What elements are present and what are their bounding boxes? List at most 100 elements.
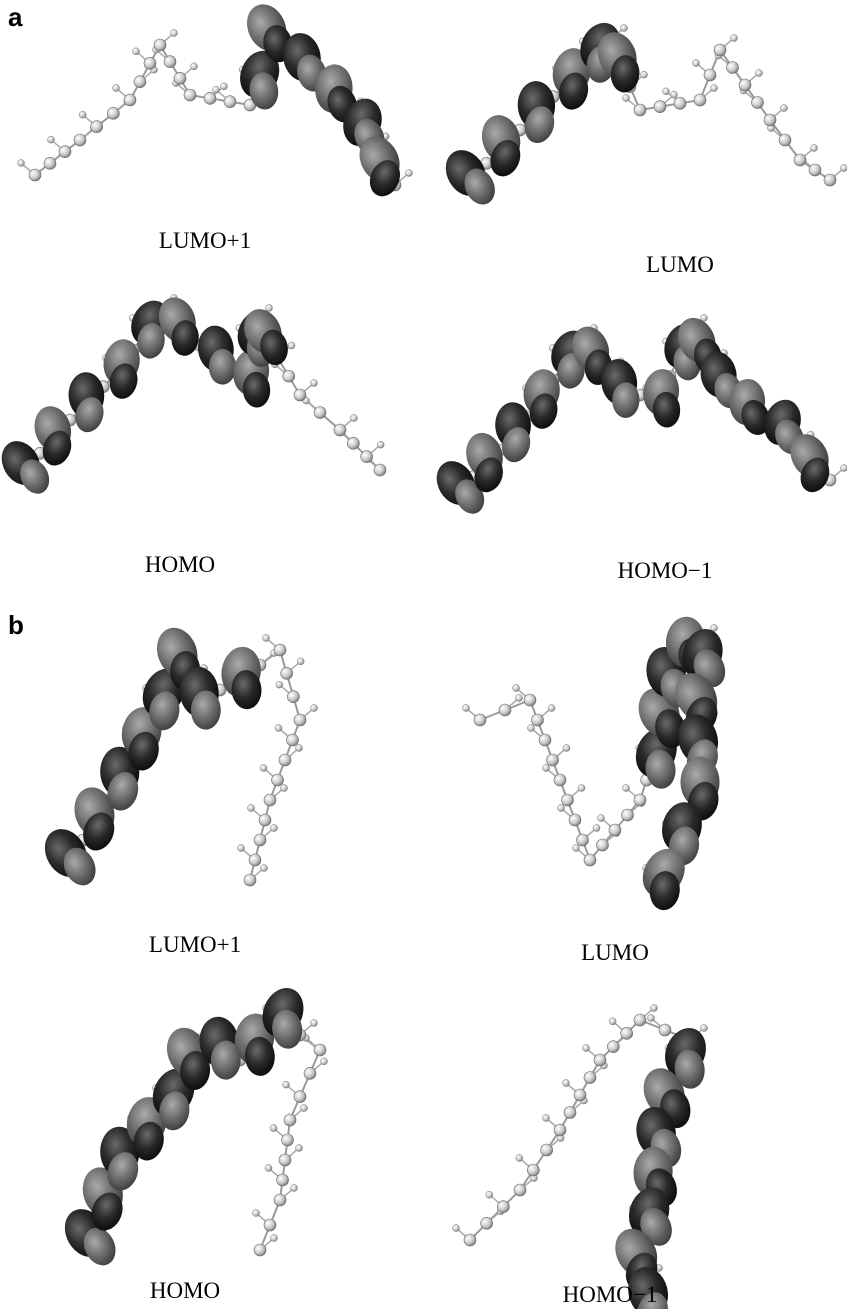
atom: [474, 714, 486, 726]
atom: [609, 824, 621, 836]
hydrogen: [271, 1235, 278, 1242]
atom: [281, 667, 293, 679]
orbital-label: LUMO: [581, 940, 649, 965]
atom: [274, 1194, 286, 1206]
panel-label: b: [8, 610, 24, 640]
atom: [514, 1184, 526, 1196]
atom: [277, 1174, 289, 1186]
atom: [727, 62, 739, 74]
atom: [184, 89, 196, 101]
atom: [314, 1044, 326, 1056]
hydrogen: [288, 342, 295, 349]
hydrogen: [213, 86, 220, 93]
hydrogen: [598, 815, 605, 822]
atom: [264, 1219, 276, 1231]
atom: [527, 1164, 539, 1176]
atom: [674, 97, 686, 109]
page: a LUMO+1 LUMO HOMO HOMO−1 b LUMO+1 LUMO …: [0, 0, 847, 1309]
hydrogen: [261, 865, 268, 872]
hydrogen: [671, 91, 678, 98]
hydrogen: [297, 658, 304, 665]
atom: [481, 1217, 493, 1229]
hydrogen: [811, 145, 818, 152]
atom: [264, 794, 276, 806]
hydrogen: [276, 681, 283, 688]
atom: [361, 451, 373, 463]
hydrogen: [731, 35, 738, 42]
atom: [282, 1134, 294, 1146]
atom: [562, 794, 574, 806]
hydrogen: [321, 1058, 328, 1065]
hydrogen: [693, 60, 700, 67]
atom: [704, 69, 716, 81]
atom: [164, 56, 176, 68]
hydrogen: [133, 48, 140, 55]
hydrogen: [253, 1210, 260, 1217]
hydrogen: [563, 745, 570, 752]
atom: [539, 734, 551, 746]
atom: [532, 714, 544, 726]
atom: [694, 94, 706, 106]
hydrogen: [79, 111, 86, 118]
hydrogen: [266, 305, 273, 312]
hydrogen: [260, 765, 267, 772]
atom: [274, 644, 286, 656]
hydrogen: [543, 1115, 550, 1122]
atom: [597, 839, 609, 851]
hydrogen: [283, 1081, 290, 1088]
atom: [29, 169, 41, 181]
hydrogen: [296, 745, 303, 752]
atom: [584, 854, 596, 866]
hydrogen: [663, 88, 670, 95]
hydrogen: [377, 441, 384, 448]
atom: [124, 94, 136, 106]
atom: [654, 101, 666, 113]
hydrogen: [578, 785, 585, 792]
hydrogen: [291, 1185, 298, 1192]
hydrogen: [573, 845, 580, 852]
atom: [794, 154, 806, 166]
hydrogen: [486, 1191, 493, 1198]
atom: [204, 92, 216, 104]
hydrogen: [609, 1018, 616, 1025]
atom: [304, 1067, 316, 1079]
atom: [254, 834, 266, 846]
hydrogen: [558, 805, 565, 812]
atom: [659, 1024, 671, 1036]
atom: [287, 734, 299, 746]
orbital-label: LUMO: [646, 252, 714, 277]
atom: [44, 157, 56, 169]
hydrogen: [841, 465, 847, 472]
atom: [499, 704, 511, 716]
hydrogen: [351, 415, 358, 422]
atom: [334, 424, 346, 436]
hydrogen: [238, 845, 245, 852]
atom: [154, 39, 166, 51]
atom: [524, 694, 536, 706]
hydrogen: [623, 95, 630, 102]
hydrogen: [271, 825, 278, 832]
hydrogen: [516, 1155, 523, 1162]
hydrogen: [453, 1225, 460, 1232]
atom: [577, 834, 589, 846]
atom: [497, 1201, 509, 1213]
atom: [279, 754, 291, 766]
hydrogen: [301, 1105, 308, 1112]
atom: [574, 1089, 586, 1101]
atom: [254, 1244, 266, 1256]
atom: [174, 72, 186, 84]
atom: [347, 437, 359, 449]
hydrogen: [221, 83, 228, 90]
hydrogen: [593, 825, 600, 832]
hydrogen: [621, 25, 628, 32]
atom: [314, 407, 326, 419]
atom: [584, 1072, 596, 1084]
atom: [752, 97, 764, 109]
hydrogen: [648, 1015, 655, 1022]
atom: [634, 1014, 646, 1026]
atom: [107, 107, 119, 119]
atom: [621, 1027, 633, 1039]
hydrogen: [623, 785, 630, 792]
hydrogen: [265, 1165, 272, 1172]
hydrogen: [275, 725, 282, 732]
